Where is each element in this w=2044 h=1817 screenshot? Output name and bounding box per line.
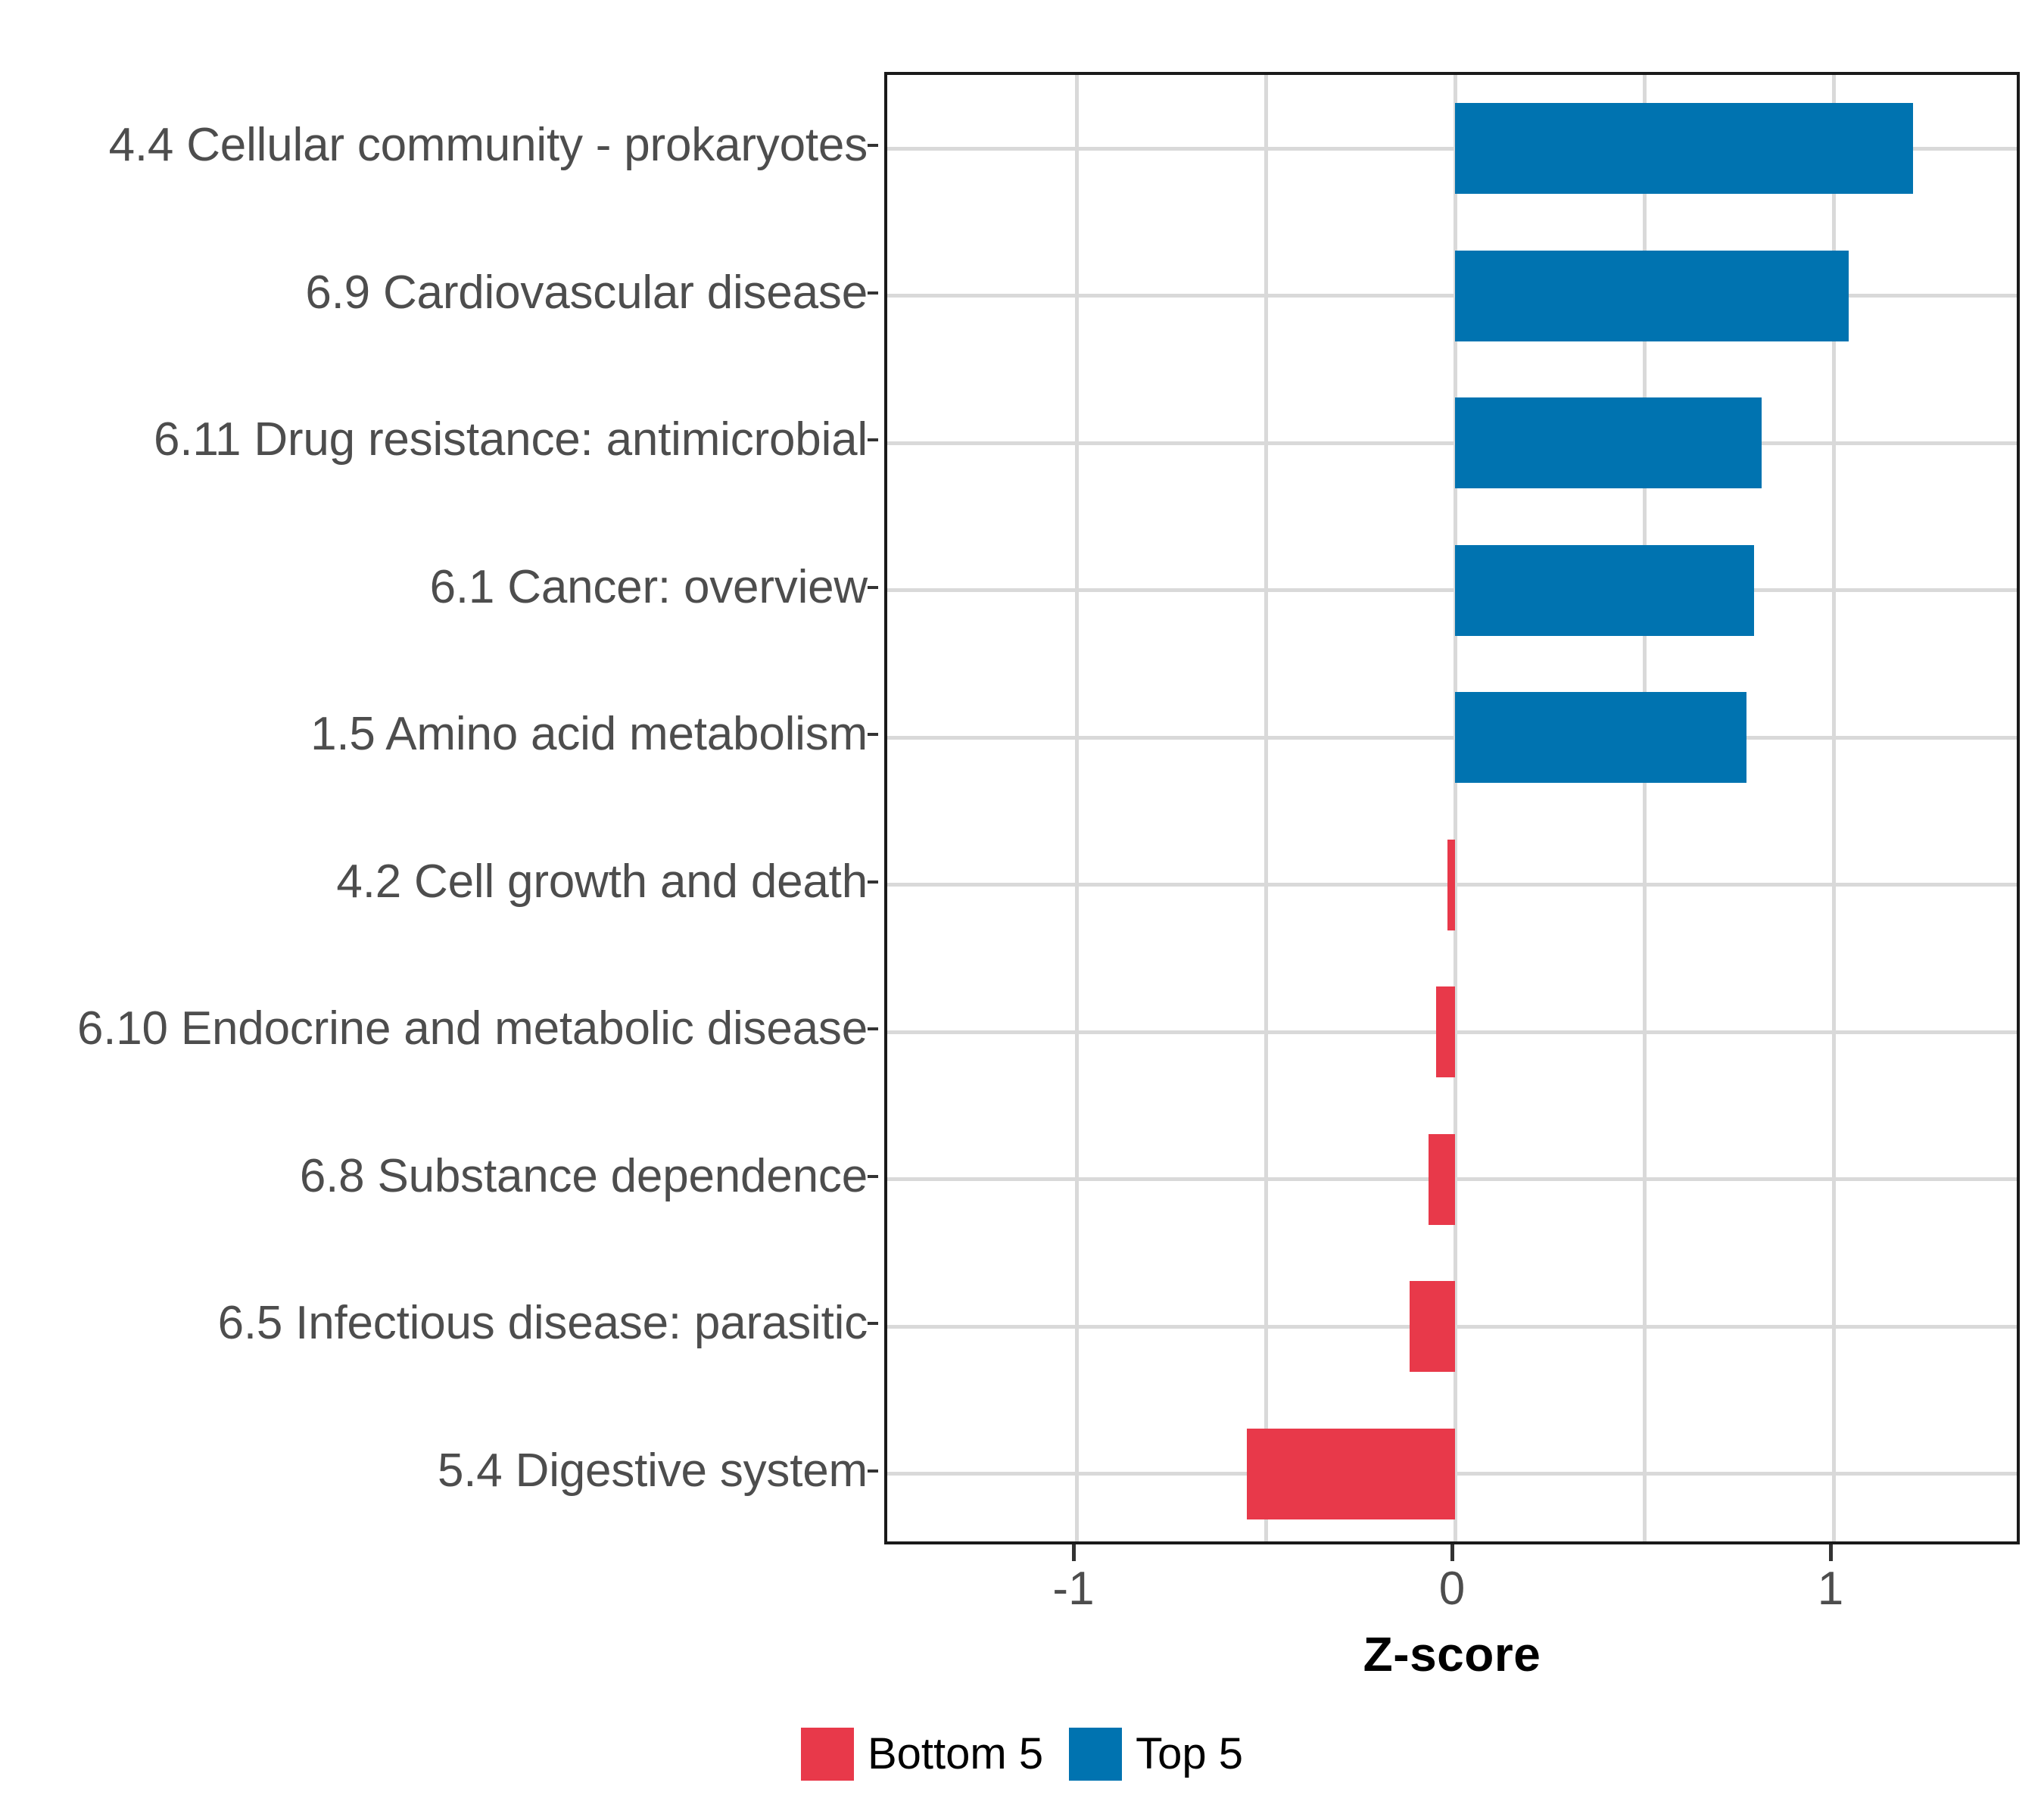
y-axis-tick-mark xyxy=(868,585,878,589)
y-axis-tick-label-row: 6.9 Cardiovascular disease xyxy=(0,220,878,367)
legend-item[interactable]: Top 5 xyxy=(1069,1728,1243,1781)
horizontal-gridline xyxy=(887,146,2017,151)
horizontal-gridline xyxy=(887,441,2017,445)
y-axis-tick-label: 6.1 Cancer: overview xyxy=(429,560,868,613)
vertical-gridline xyxy=(1263,75,1268,1541)
y-axis-tick-mark xyxy=(868,1469,878,1473)
y-axis-tick-mark xyxy=(868,1174,878,1178)
bar xyxy=(1455,103,1913,195)
y-axis-tick-mark xyxy=(868,291,878,295)
y-axis-tick-label-row: 4.4 Cellular community - prokaryotes xyxy=(0,72,878,220)
x-axis-tick-label: 1 xyxy=(1817,1563,1844,1615)
y-axis-tick-label-row: 1.5 Amino acid metabolism xyxy=(0,661,878,809)
plot-panel xyxy=(884,72,2020,1544)
y-axis-tick-label: 6.9 Cardiovascular disease xyxy=(305,266,868,319)
bar xyxy=(1455,692,1746,784)
y-axis-tick-label-row: 6.8 Substance dependence xyxy=(0,1103,878,1251)
bar xyxy=(1429,1133,1455,1225)
horizontal-gridline xyxy=(887,735,2017,740)
y-axis-tick-label-row: 6.5 Infectious disease: parasitic xyxy=(0,1250,878,1398)
x-axis-tick-label: -1 xyxy=(1052,1563,1095,1615)
y-axis-tick-mark xyxy=(868,733,878,737)
vertical-gridline xyxy=(1453,75,1457,1541)
y-axis-tick-label: 4.4 Cellular community - prokaryotes xyxy=(108,119,868,172)
x-axis-tick-mark xyxy=(1450,1544,1454,1561)
bar xyxy=(1410,1281,1455,1373)
y-axis-tick-label: 6.8 Substance dependence xyxy=(299,1149,868,1202)
legend: Bottom 5 Top 5 xyxy=(0,1728,2044,1781)
y-axis-tick-label: 6.5 Infectious disease: parasitic xyxy=(217,1297,868,1350)
legend-item[interactable]: Bottom 5 xyxy=(800,1728,1044,1781)
bar xyxy=(1447,839,1455,930)
y-axis-label-column: 4.4 Cellular community - prokaryotes 6.9 … xyxy=(0,72,878,1544)
legend-item-label: Top 5 xyxy=(1136,1729,1243,1778)
y-axis-tick-label-row: 6.10 Endocrine and metabolic disease xyxy=(0,955,878,1103)
x-axis-ticks: -1 0 1 xyxy=(884,1544,2020,1613)
x-axis-tick-mark xyxy=(1071,1544,1076,1561)
y-axis-tick-label: 1.5 Amino acid metabolism xyxy=(310,708,868,761)
legend-color-swatch-icon xyxy=(800,1728,854,1781)
x-axis-tick-mark xyxy=(1828,1544,1833,1561)
x-axis-tick-label: 0 xyxy=(1438,1563,1466,1615)
bar xyxy=(1436,986,1455,1078)
bar xyxy=(1247,1428,1455,1519)
vertical-gridline xyxy=(1642,75,1647,1541)
y-axis-tick-label-row: 4.2 Cell growth and death xyxy=(0,809,878,956)
x-axis-title: Z-score xyxy=(1363,1627,1541,1681)
y-axis-tick-label-row: 5.4 Digestive system xyxy=(0,1398,878,1545)
y-axis-tick-label: 5.4 Digestive system xyxy=(438,1444,868,1497)
y-axis-tick-label-row: 6.1 Cancer: overview xyxy=(0,514,878,662)
vertical-gridline xyxy=(1074,75,1079,1541)
y-axis-tick-label: 6.11 Drug resistance: antimicrobial xyxy=(154,413,868,466)
y-axis-tick-mark xyxy=(868,1027,878,1031)
legend-item-label: Bottom 5 xyxy=(867,1729,1044,1778)
y-axis-tick-label: 6.10 Endocrine and metabolic disease xyxy=(76,1002,868,1055)
vertical-gridline xyxy=(1831,75,1836,1541)
y-axis-tick-mark xyxy=(868,438,878,442)
bar xyxy=(1455,544,1754,636)
y-axis-tick-mark xyxy=(868,880,878,884)
horizontal-gridline xyxy=(887,588,2017,593)
y-axis-tick-mark xyxy=(868,1322,878,1326)
bar xyxy=(1455,397,1762,489)
legend-color-swatch-icon xyxy=(1069,1728,1123,1781)
bar xyxy=(1455,250,1849,341)
y-axis-tick-mark xyxy=(868,144,878,148)
y-axis-tick-label-row: 6.11 Drug resistance: antimicrobial xyxy=(0,366,878,514)
horizontal-gridline xyxy=(887,294,2017,298)
y-axis-tick-label: 4.2 Cell growth and death xyxy=(336,855,868,908)
